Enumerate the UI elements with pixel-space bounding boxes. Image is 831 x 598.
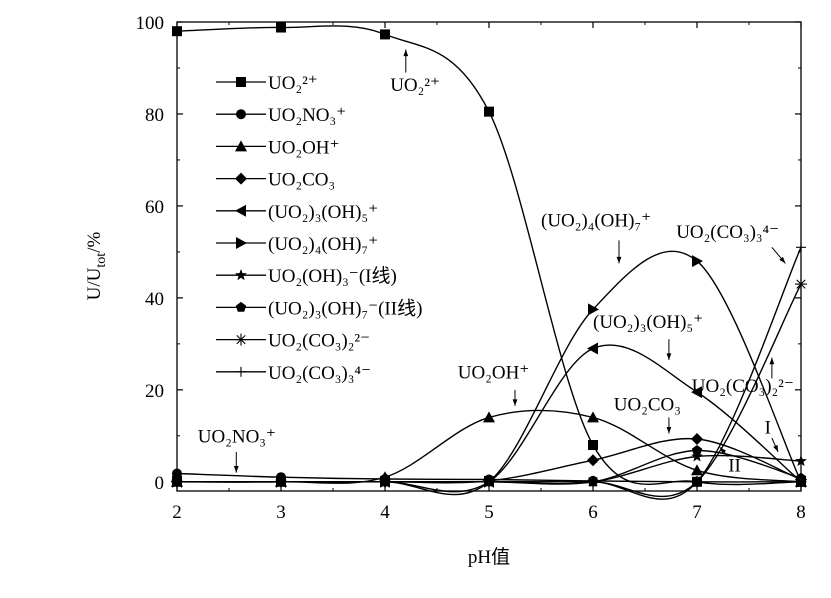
annotation-label: II	[728, 456, 741, 477]
legend-marker-5	[235, 204, 246, 217]
annotation-arrowhead	[719, 447, 727, 454]
x-tick-label: 7	[692, 502, 702, 523]
legend-marker-10	[236, 366, 246, 377]
annotation-arrowhead	[233, 466, 239, 473]
legend-label-6: (UO₂)₄(OH)₇⁺	[268, 234, 378, 255]
legend-label-9: UO₂(CO₃)₂²⁻	[268, 331, 370, 352]
data-point-series-4	[587, 454, 599, 467]
data-point-series-1	[276, 22, 286, 33]
data-point-series-10	[276, 476, 286, 487]
x-tick-label: 2	[172, 502, 182, 523]
legend-marker-7	[235, 269, 247, 281]
x-tick-label: 5	[484, 502, 494, 523]
annotation-arrowhead	[779, 256, 786, 264]
annotation-label: I	[765, 418, 771, 439]
data-point-series-5	[691, 386, 702, 399]
legend-label-4: UO₂CO₃	[268, 170, 335, 191]
data-point-series-8	[795, 472, 807, 483]
x-tick-label: 3	[276, 502, 286, 523]
x-tick-label: 8	[796, 502, 806, 523]
legend-label-7: UO₂(OH)₃⁻(I线)	[268, 265, 397, 287]
x-tick-label: 4	[380, 502, 390, 523]
legend-label-8: (UO₂)₃(OH)₇⁻(II线)	[268, 297, 422, 319]
data-point-series-7	[691, 450, 703, 462]
y-tick-label: 80	[145, 105, 164, 126]
y-tick-label: 0	[155, 473, 165, 494]
annotations: UO₂²⁺ UO₂NO₃⁺ UO₂OH⁺ (UO₂)₄(OH)₇⁺ UO₂(CO₃)₃⁴…	[198, 49, 794, 477]
annotation-label: UO₂CO₃	[614, 395, 681, 416]
legend-marker-9	[235, 333, 247, 346]
legend-label-3: UO₂OH⁺	[268, 137, 340, 158]
legend: UO₂²⁺ UO₂NO₃⁺ UO₂OH⁺ UO₂CO₃ (UO₂)₃(OH)₅⁺ (UO₂…	[216, 73, 422, 384]
data-point-series-1	[484, 106, 494, 117]
legend-marker-2	[236, 109, 246, 120]
annotation-arrowhead	[666, 426, 672, 434]
y-tick-label: 60	[145, 197, 164, 218]
data-point-series-1	[172, 26, 182, 37]
annotation-label: (UO₂)₃(OH)₅⁺	[593, 312, 703, 333]
annotation-label: UO₂(CO₃)₂²⁻	[692, 376, 794, 397]
data-point-series-7	[795, 454, 807, 467]
annotation-label: (UO₂)₄(OH)₇⁺	[541, 211, 651, 232]
data-point-series-3	[587, 411, 599, 423]
series-markers	[171, 22, 807, 488]
data-point-series-10	[484, 476, 494, 487]
legend-label-5: (UO₂)₃(OH)₅⁺	[268, 202, 378, 223]
annotation-arrowhead	[773, 444, 779, 452]
y-axis-label: U/Utot/%	[84, 232, 109, 301]
legend-marker-1	[236, 77, 246, 87]
data-point-series-1	[380, 29, 390, 40]
asterisk-stroke	[236, 334, 246, 345]
asterisk-stroke	[796, 279, 806, 289]
data-point-series-5	[587, 342, 598, 355]
data-point-series-3	[691, 464, 703, 476]
data-point-series-10	[380, 476, 390, 487]
legend-label-1: UO₂²⁺	[268, 73, 318, 94]
x-tick-label: 6	[588, 502, 598, 523]
data-point-series-8	[691, 445, 703, 455]
data-point-series-4	[691, 433, 703, 446]
y-tick-label: 100	[136, 13, 165, 34]
data-point-series-3	[483, 411, 495, 423]
y-tick-label: 40	[145, 289, 164, 310]
series-line-1	[176, 25, 802, 486]
data-point-series-10	[588, 476, 598, 487]
data-point-series-10	[796, 242, 806, 253]
annotation-arrowhead	[666, 353, 672, 360]
annotation-arrowhead	[512, 399, 518, 406]
annotation-label: UO₂(CO₃)₃⁴⁻	[676, 222, 779, 243]
data-point-series-9	[795, 278, 807, 291]
data-point-series-2	[172, 468, 182, 479]
annotation-label: UO₂NO₃⁺	[198, 427, 276, 448]
data-point-series-6	[588, 303, 599, 316]
annotation-label: UO₂²⁺	[390, 75, 440, 96]
annotation-arrowhead	[403, 49, 409, 57]
x-axis-label: pH值	[468, 546, 510, 568]
annotation-arrowhead	[769, 357, 775, 365]
data-point-series-10	[172, 476, 182, 487]
legend-label-2: UO₂NO₃⁺	[268, 105, 346, 126]
data-point-series-10	[692, 476, 702, 487]
legend-marker-4	[235, 172, 247, 185]
data-point-series-1	[588, 440, 598, 451]
y-tick-label: 20	[145, 381, 164, 402]
annotation-label: UO₂OH⁺	[458, 362, 530, 383]
legend-label-10: UO₂(CO₃)₃⁴⁻	[268, 363, 371, 384]
legend-marker-8	[235, 301, 247, 312]
legend-marker-6	[236, 237, 247, 249]
annotation-arrowhead	[616, 256, 622, 264]
legend-marker-3	[235, 140, 247, 152]
data-point-series-6	[692, 255, 703, 268]
